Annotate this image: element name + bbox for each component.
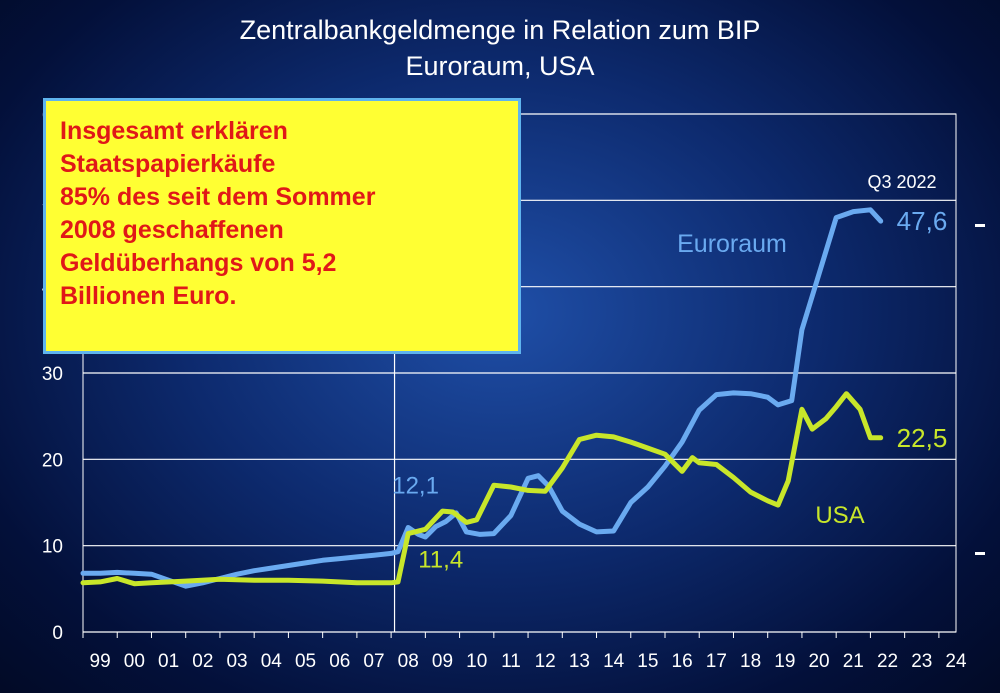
y-tick-label: 10 <box>42 537 63 558</box>
x-tick-label: 18 <box>740 651 761 672</box>
x-tick-label: 11 <box>501 651 521 672</box>
x-tick-label: 21 <box>843 651 864 672</box>
x-tick-label: 20 <box>808 651 829 672</box>
x-tick-label: 19 <box>774 651 795 672</box>
x-tick-label: 13 <box>569 651 590 672</box>
x-tick-label: 23 <box>911 651 932 672</box>
period-label: Q3 2022 <box>867 172 936 192</box>
x-tick-label: 00 <box>124 651 145 672</box>
series-label-euroraum: Euroraum <box>677 230 787 258</box>
end-value-label-euroraum: 47,6 <box>897 206 948 236</box>
title-line-1: Zentralbankgeldmenge in Relation zum BIP <box>239 15 761 45</box>
callout-box: Insgesamt erklären Staatspapierkäufe 85%… <box>43 98 521 354</box>
x-tick-label: 22 <box>877 651 898 672</box>
y-tick-label: 0 <box>52 623 63 644</box>
chart-title: Zentralbankgeldmenge in Relation zum BIP… <box>0 12 1000 84</box>
x-tick-label: 06 <box>329 651 350 672</box>
x-tick-label: 14 <box>603 651 625 672</box>
x-tick-label: 01 <box>158 651 179 672</box>
x-tick-label: 17 <box>706 651 727 672</box>
x-tick-label: 10 <box>466 651 487 672</box>
x-tick-label: 08 <box>398 651 419 672</box>
series-line-usa <box>80 391 884 587</box>
x-tick-label: 03 <box>226 651 247 672</box>
x-tick-label: 16 <box>672 651 693 672</box>
end-value-label-usa: 22,5 <box>897 423 948 453</box>
x-tick-label: 05 <box>295 651 316 672</box>
x-tick-label: 15 <box>637 651 658 672</box>
series-label-usa: USA <box>815 502 864 529</box>
x-tick-label: 04 <box>261 651 283 672</box>
annotation-value-usa: 11,4 <box>418 547 463 574</box>
side-tick-mark <box>975 224 985 227</box>
x-tick-label: 09 <box>432 651 453 672</box>
x-tick-label: 07 <box>363 651 384 672</box>
y-tick-label: 30 <box>42 364 63 385</box>
y-tick-label: 20 <box>42 450 63 471</box>
title-line-2: Euroraum, USA <box>405 51 595 81</box>
annotation-value-euroraum: 12,1 <box>392 473 439 500</box>
x-tick-label: 12 <box>535 651 556 672</box>
x-tick-label: 99 <box>90 651 111 672</box>
series-line-euroraum <box>80 207 884 589</box>
x-tick-label: 24 <box>945 651 967 672</box>
side-tick-mark <box>975 552 985 555</box>
x-tick-label: 02 <box>192 651 213 672</box>
